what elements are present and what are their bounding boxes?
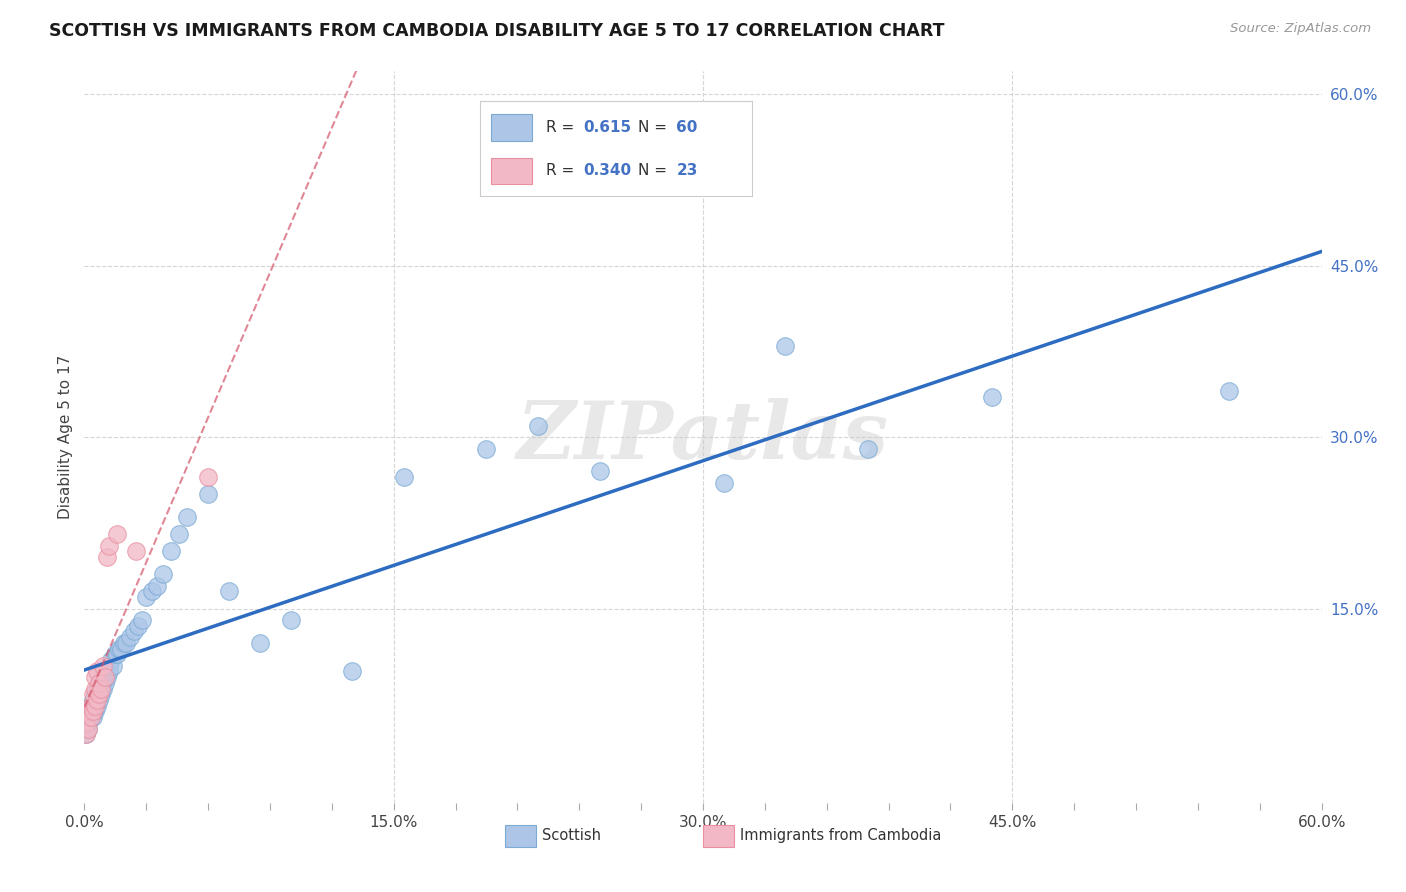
Point [108,641,131,656]
Point [87,687,110,701]
Text: Source: ZipAtlas.com: Source: ZipAtlas.com [1230,22,1371,36]
Point [141,584,163,599]
Point [94,675,117,690]
Point [83,705,105,719]
Point [98,658,121,673]
Point [79,705,101,719]
Point [197,487,219,501]
Point [77,715,100,730]
Point [342,665,364,679]
Point [118,630,141,644]
Point [77,722,100,736]
Point [127,618,149,632]
Point [86,693,108,707]
Point [96,550,118,565]
Point [75,727,97,741]
Point [131,613,153,627]
Point [77,722,100,736]
Point [83,670,105,684]
Point [86,681,108,696]
Point [83,687,105,701]
Point [105,527,128,541]
Point [86,698,108,713]
Point [160,544,183,558]
Text: ZIPatlas: ZIPatlas [517,399,889,475]
FancyBboxPatch shape [703,825,734,847]
Point [90,681,112,696]
Point [82,710,104,724]
FancyBboxPatch shape [505,825,536,847]
Point [91,670,114,684]
Point [114,636,136,650]
Point [75,727,97,741]
Point [79,710,101,724]
Point [87,693,110,707]
Point [475,442,498,456]
Point [77,705,100,719]
Point [82,693,104,707]
Point [1218,384,1240,399]
Point [94,670,117,684]
Point [82,705,104,719]
Point [79,698,101,713]
Point [87,675,110,690]
Point [86,665,108,679]
Text: Scottish: Scottish [543,828,602,843]
Point [167,527,190,541]
Point [91,681,114,696]
Point [82,687,104,701]
Point [775,338,797,352]
Point [980,390,1002,404]
Point [527,418,550,433]
Point [96,670,118,684]
Point [83,698,105,713]
Point [86,693,108,707]
Point [90,687,112,701]
Point [176,510,198,524]
Point [75,715,97,730]
Point [100,653,122,667]
Point [105,647,128,661]
Point [713,475,735,490]
Point [392,470,415,484]
Point [82,705,104,719]
Point [98,539,121,553]
Point [125,544,148,558]
Point [98,665,121,679]
Text: SCOTTISH VS IMMIGRANTS FROM CAMBODIA DISABILITY AGE 5 TO 17 CORRELATION CHART: SCOTTISH VS IMMIGRANTS FROM CAMBODIA DIS… [49,22,945,40]
Point [197,470,219,484]
Point [90,681,112,696]
Point [110,641,132,656]
Point [135,590,157,604]
Point [103,658,125,673]
Point [145,579,167,593]
Point [87,687,110,701]
Point [280,613,302,627]
Point [112,636,135,650]
Point [122,624,145,639]
Point [83,681,105,696]
Point [249,636,271,650]
Point [79,698,101,713]
Point [87,675,110,690]
Point [218,584,240,599]
Point [104,647,127,661]
Point [94,665,117,679]
Point [589,464,612,478]
Y-axis label: Disability Age 5 to 17: Disability Age 5 to 17 [58,355,73,519]
Point [856,442,879,456]
Point [83,698,105,713]
Point [152,567,174,582]
Text: Immigrants from Cambodia: Immigrants from Cambodia [740,828,942,843]
Point [79,710,101,724]
Point [91,658,114,673]
